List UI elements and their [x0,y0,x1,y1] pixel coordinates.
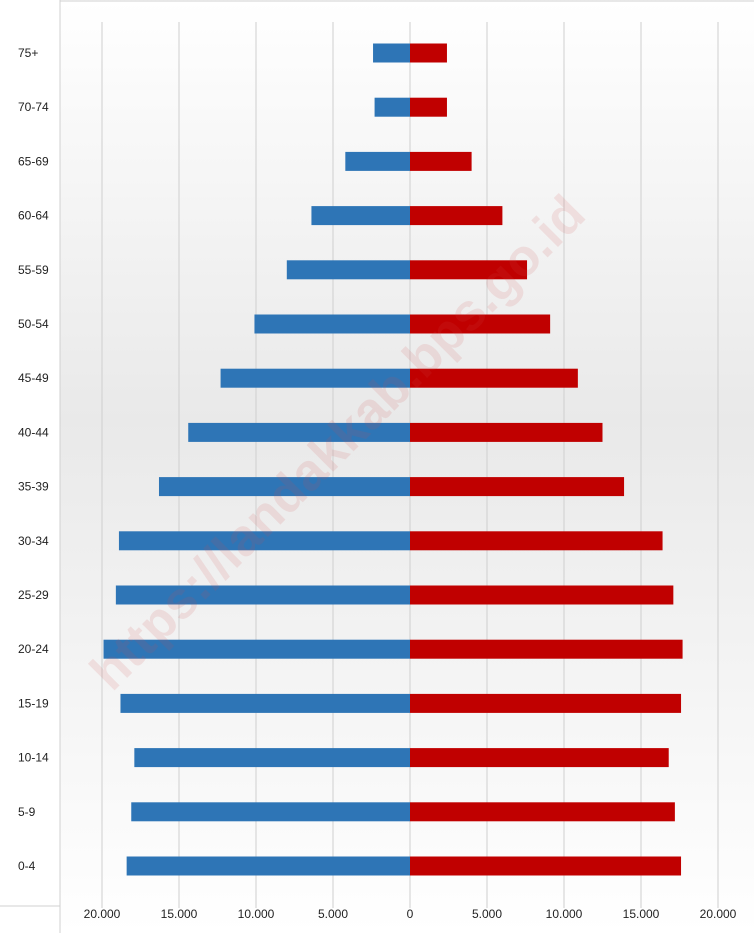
bar-left [131,802,410,822]
bar-right [410,477,625,497]
category-label: 45-49 [18,371,49,385]
category-labels: 0-4 5-9 10-14 15-19 20-24 25-29 30-34 35-39 40-4… [18,46,49,873]
category-label: 25-29 [18,588,49,602]
bar-right [410,693,682,713]
bar-left [134,748,410,768]
bar-left [286,260,410,280]
category-label: 5-9 [18,805,36,819]
x-axis-tick-labels: 20.000 15.000 10.000 5.000 0 5.000 10.000 15.00… [84,907,737,921]
plot-background [60,0,754,933]
bar-right [410,206,503,226]
bar-right [410,639,683,659]
category-label: 40-44 [18,425,49,439]
bar-right [410,422,603,442]
category-label: 0-4 [18,859,36,873]
bar-right [410,151,472,171]
bar-left [345,151,410,171]
category-label: 35-39 [18,480,49,494]
bar-left [118,531,410,551]
bar-right [410,368,578,388]
bars [103,43,683,876]
bar-left [120,693,410,713]
category-label: 30-34 [18,534,49,548]
bar-right [410,748,669,768]
category-label: 15-19 [18,696,49,710]
bar-right [410,802,675,822]
category-label: 70-74 [18,100,49,114]
bar-right [410,97,447,117]
category-label: 20-24 [18,642,49,656]
bar-left [126,856,410,876]
x-tick-label: 15.000 [161,907,198,921]
x-tick-label: 20.000 [700,907,737,921]
bar-left [220,368,410,388]
category-label: 75+ [18,46,38,60]
bar-left [115,585,411,605]
category-label: 10-14 [18,751,49,765]
category-label: 50-54 [18,317,49,331]
bar-left [311,206,410,226]
x-tick-label: 10.000 [546,907,583,921]
bar-left [188,422,410,442]
bar-right [410,531,663,551]
bar-right [410,856,682,876]
category-label: 55-59 [18,263,49,277]
bar-left [373,43,410,63]
category-label: 60-64 [18,209,49,223]
bar-left [103,639,410,659]
bar-right [410,585,674,605]
x-tick-label: 10.000 [238,907,275,921]
bar-right [410,260,528,280]
bar-left [158,477,410,497]
bar-right [410,314,551,334]
bar-right [410,43,447,63]
bar-left [374,97,410,117]
bar-left [254,314,410,334]
x-tick-label: 5.000 [472,907,502,921]
x-tick-label: 0 [407,907,414,921]
x-tick-label: 15.000 [623,907,660,921]
x-tick-label: 5.000 [318,907,348,921]
x-tick-label: 20.000 [84,907,121,921]
category-label: 65-69 [18,154,49,168]
